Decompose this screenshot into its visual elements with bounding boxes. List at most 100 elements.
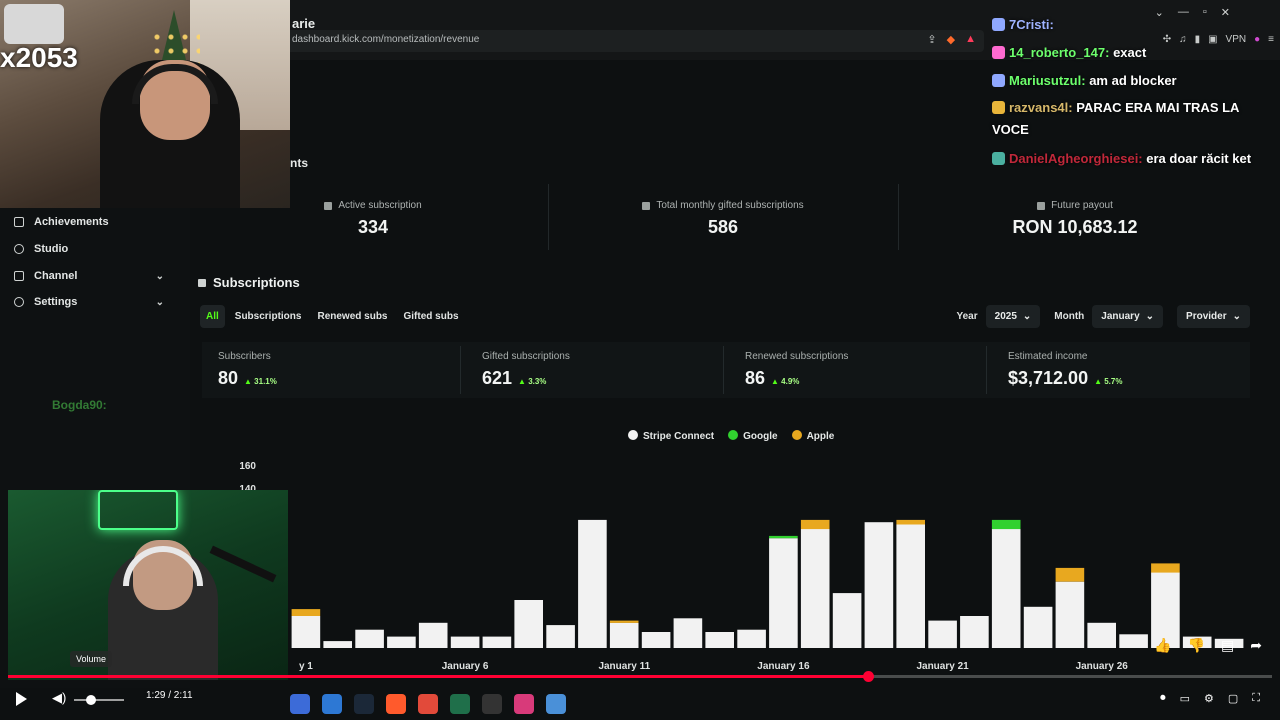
taskbar-app-icon[interactable] [322, 694, 342, 714]
brave-rewards-icon[interactable]: ▲ [965, 33, 976, 45]
divider [723, 346, 724, 394]
fullscreen-icon[interactable]: ⛶ [1252, 692, 1260, 704]
music-icon[interactable]: ♫ [1179, 34, 1187, 45]
bar-stripe-connect[interactable] [1087, 622, 1116, 648]
bar-stripe-connect[interactable] [769, 538, 798, 648]
bar-stripe-connect[interactable] [864, 522, 894, 648]
bar-google[interactable] [991, 519, 1021, 530]
provider-select[interactable]: Provider ⌄ [1177, 305, 1250, 328]
volume-icon[interactable]: ◀) [52, 690, 67, 705]
bar-stripe-connect[interactable] [896, 524, 925, 649]
bar-stripe-connect[interactable] [832, 593, 862, 648]
sidebar-item-achievements[interactable]: Achievements [14, 216, 164, 228]
play-button[interactable] [16, 692, 27, 706]
captions-icon[interactable]: ▭ [1179, 693, 1191, 705]
thumbs-down-icon[interactable]: 👎 [1187, 637, 1206, 653]
bar-stripe-connect[interactable] [291, 616, 321, 648]
brave-icon[interactable] [386, 694, 406, 714]
comment-icon[interactable]: ▤ [1221, 637, 1235, 653]
minimize-icon[interactable]: — [1177, 6, 1189, 18]
month-label: Month [1054, 311, 1085, 322]
bar-stripe-connect[interactable] [641, 632, 671, 648]
bar-stripe-connect[interactable] [1119, 634, 1148, 648]
bar-stripe-connect[interactable] [482, 636, 512, 648]
taskbar-app-icon[interactable] [482, 694, 502, 714]
taskbar-app-icon[interactable] [514, 694, 534, 714]
legend-item-google[interactable]: Google [728, 430, 778, 442]
volume-slider[interactable] [74, 699, 124, 701]
bar-apple[interactable] [609, 620, 639, 623]
autoplay-toggle-icon[interactable]: ⏺ [1160, 692, 1166, 704]
taskbar-app-icon[interactable] [290, 694, 310, 714]
taskbar-app-icon[interactable] [418, 694, 438, 714]
bar-stripe-connect[interactable] [1055, 581, 1085, 648]
legend-item-apple[interactable]: Apple [791, 430, 834, 442]
share-icon[interactable]: ➦ [1250, 637, 1262, 653]
bar-stripe-connect[interactable] [991, 529, 1021, 648]
progress-knob[interactable] [862, 671, 874, 682]
provider-label: Provider [1186, 311, 1227, 322]
brave-shield-icon[interactable]: ◆ [946, 34, 956, 46]
menu-icon[interactable]: ≡ [1268, 34, 1274, 45]
bar-stripe-connect[interactable] [578, 519, 607, 648]
vpn-label[interactable]: VPN [1225, 34, 1247, 45]
year-select[interactable]: 2025 ⌄ [985, 305, 1041, 328]
bar-stripe-connect[interactable] [1182, 636, 1212, 648]
bar-stripe-connect[interactable] [1023, 606, 1053, 648]
badge-icon [992, 74, 1005, 87]
sidebar-item-settings[interactable]: Settings ⌄ [14, 296, 164, 308]
taskbar [290, 694, 566, 714]
sidebar-item-studio[interactable]: Studio [14, 243, 164, 255]
bar-google[interactable] [769, 535, 798, 539]
bar-stripe-connect[interactable] [355, 629, 384, 648]
bar-apple[interactable] [291, 609, 321, 616]
bar-apple[interactable] [1055, 567, 1085, 582]
address-bar[interactable]: dashboard.kick.com/monetization/revenue … [284, 30, 984, 52]
chevron-down-icon[interactable]: ⌄ [1154, 7, 1164, 19]
sidebar-item-channel[interactable]: Channel ⌄ [14, 270, 164, 282]
wallet-icon[interactable]: ▣ [1208, 34, 1218, 45]
bar-apple[interactable] [896, 519, 925, 525]
metric-change: 3.3% [518, 377, 546, 386]
bar-stripe-connect[interactable] [800, 529, 830, 648]
miniplayer-icon[interactable]: ▢ [1227, 693, 1239, 705]
bar-stripe-connect[interactable] [1214, 638, 1244, 648]
bar-stripe-connect[interactable] [387, 636, 416, 648]
bar-stripe-connect[interactable] [514, 600, 543, 648]
legend-item-stripe[interactable]: Stripe Connect [628, 430, 714, 442]
bar-stripe-connect[interactable] [960, 616, 989, 648]
bar-stripe-connect[interactable] [737, 629, 766, 648]
chat-username: DanielAgheorghiesei: [1009, 151, 1143, 166]
settings-icon[interactable]: ⚙ [1204, 693, 1214, 705]
bar-stripe-connect[interactable] [609, 622, 639, 648]
taskbar-app-icon[interactable] [450, 694, 470, 714]
puzzle-icon[interactable]: ✣ [1162, 34, 1172, 45]
chat-message: 7Cristi: [992, 14, 1272, 36]
tab-subscriptions[interactable]: Subscriptions [234, 311, 302, 322]
tab-renewed-subs[interactable]: Renewed subs [317, 311, 388, 322]
close-icon[interactable]: ✕ [1220, 7, 1230, 19]
bar-stripe-connect[interactable] [928, 620, 957, 649]
bar-stripe-connect[interactable] [673, 618, 703, 648]
video-progress-bar[interactable] [8, 671, 1272, 682]
tab-all[interactable]: All [200, 305, 225, 328]
bar-apple[interactable] [800, 519, 830, 530]
bar-stripe-connect[interactable] [323, 641, 352, 648]
bar-stripe-connect[interactable] [1151, 572, 1180, 649]
filters: Year 2025 ⌄ Month January ⌄ Provider ⌄ [957, 305, 1250, 328]
bar-stripe-connect[interactable] [705, 632, 734, 648]
profile-icon[interactable]: ● [1254, 34, 1261, 45]
month-select[interactable]: January ⌄ [1092, 305, 1164, 328]
bar-stripe-connect[interactable] [546, 625, 575, 648]
bar-stripe-connect[interactable] [418, 622, 448, 648]
share-icon[interactable]: ⇪ [927, 34, 937, 46]
taskbar-app-icon[interactable] [546, 694, 566, 714]
volume-knob[interactable] [86, 695, 96, 705]
bar-apple[interactable] [1151, 563, 1180, 573]
restore-icon[interactable]: ▫ [1202, 6, 1207, 18]
steam-icon[interactable] [354, 694, 374, 714]
sidebar-icon[interactable]: ▮ [1194, 34, 1201, 45]
tab-gifted-subs[interactable]: Gifted subs [403, 311, 459, 322]
bar-stripe-connect[interactable] [450, 636, 480, 648]
thumbs-up-icon[interactable]: 👍 [1154, 637, 1172, 653]
